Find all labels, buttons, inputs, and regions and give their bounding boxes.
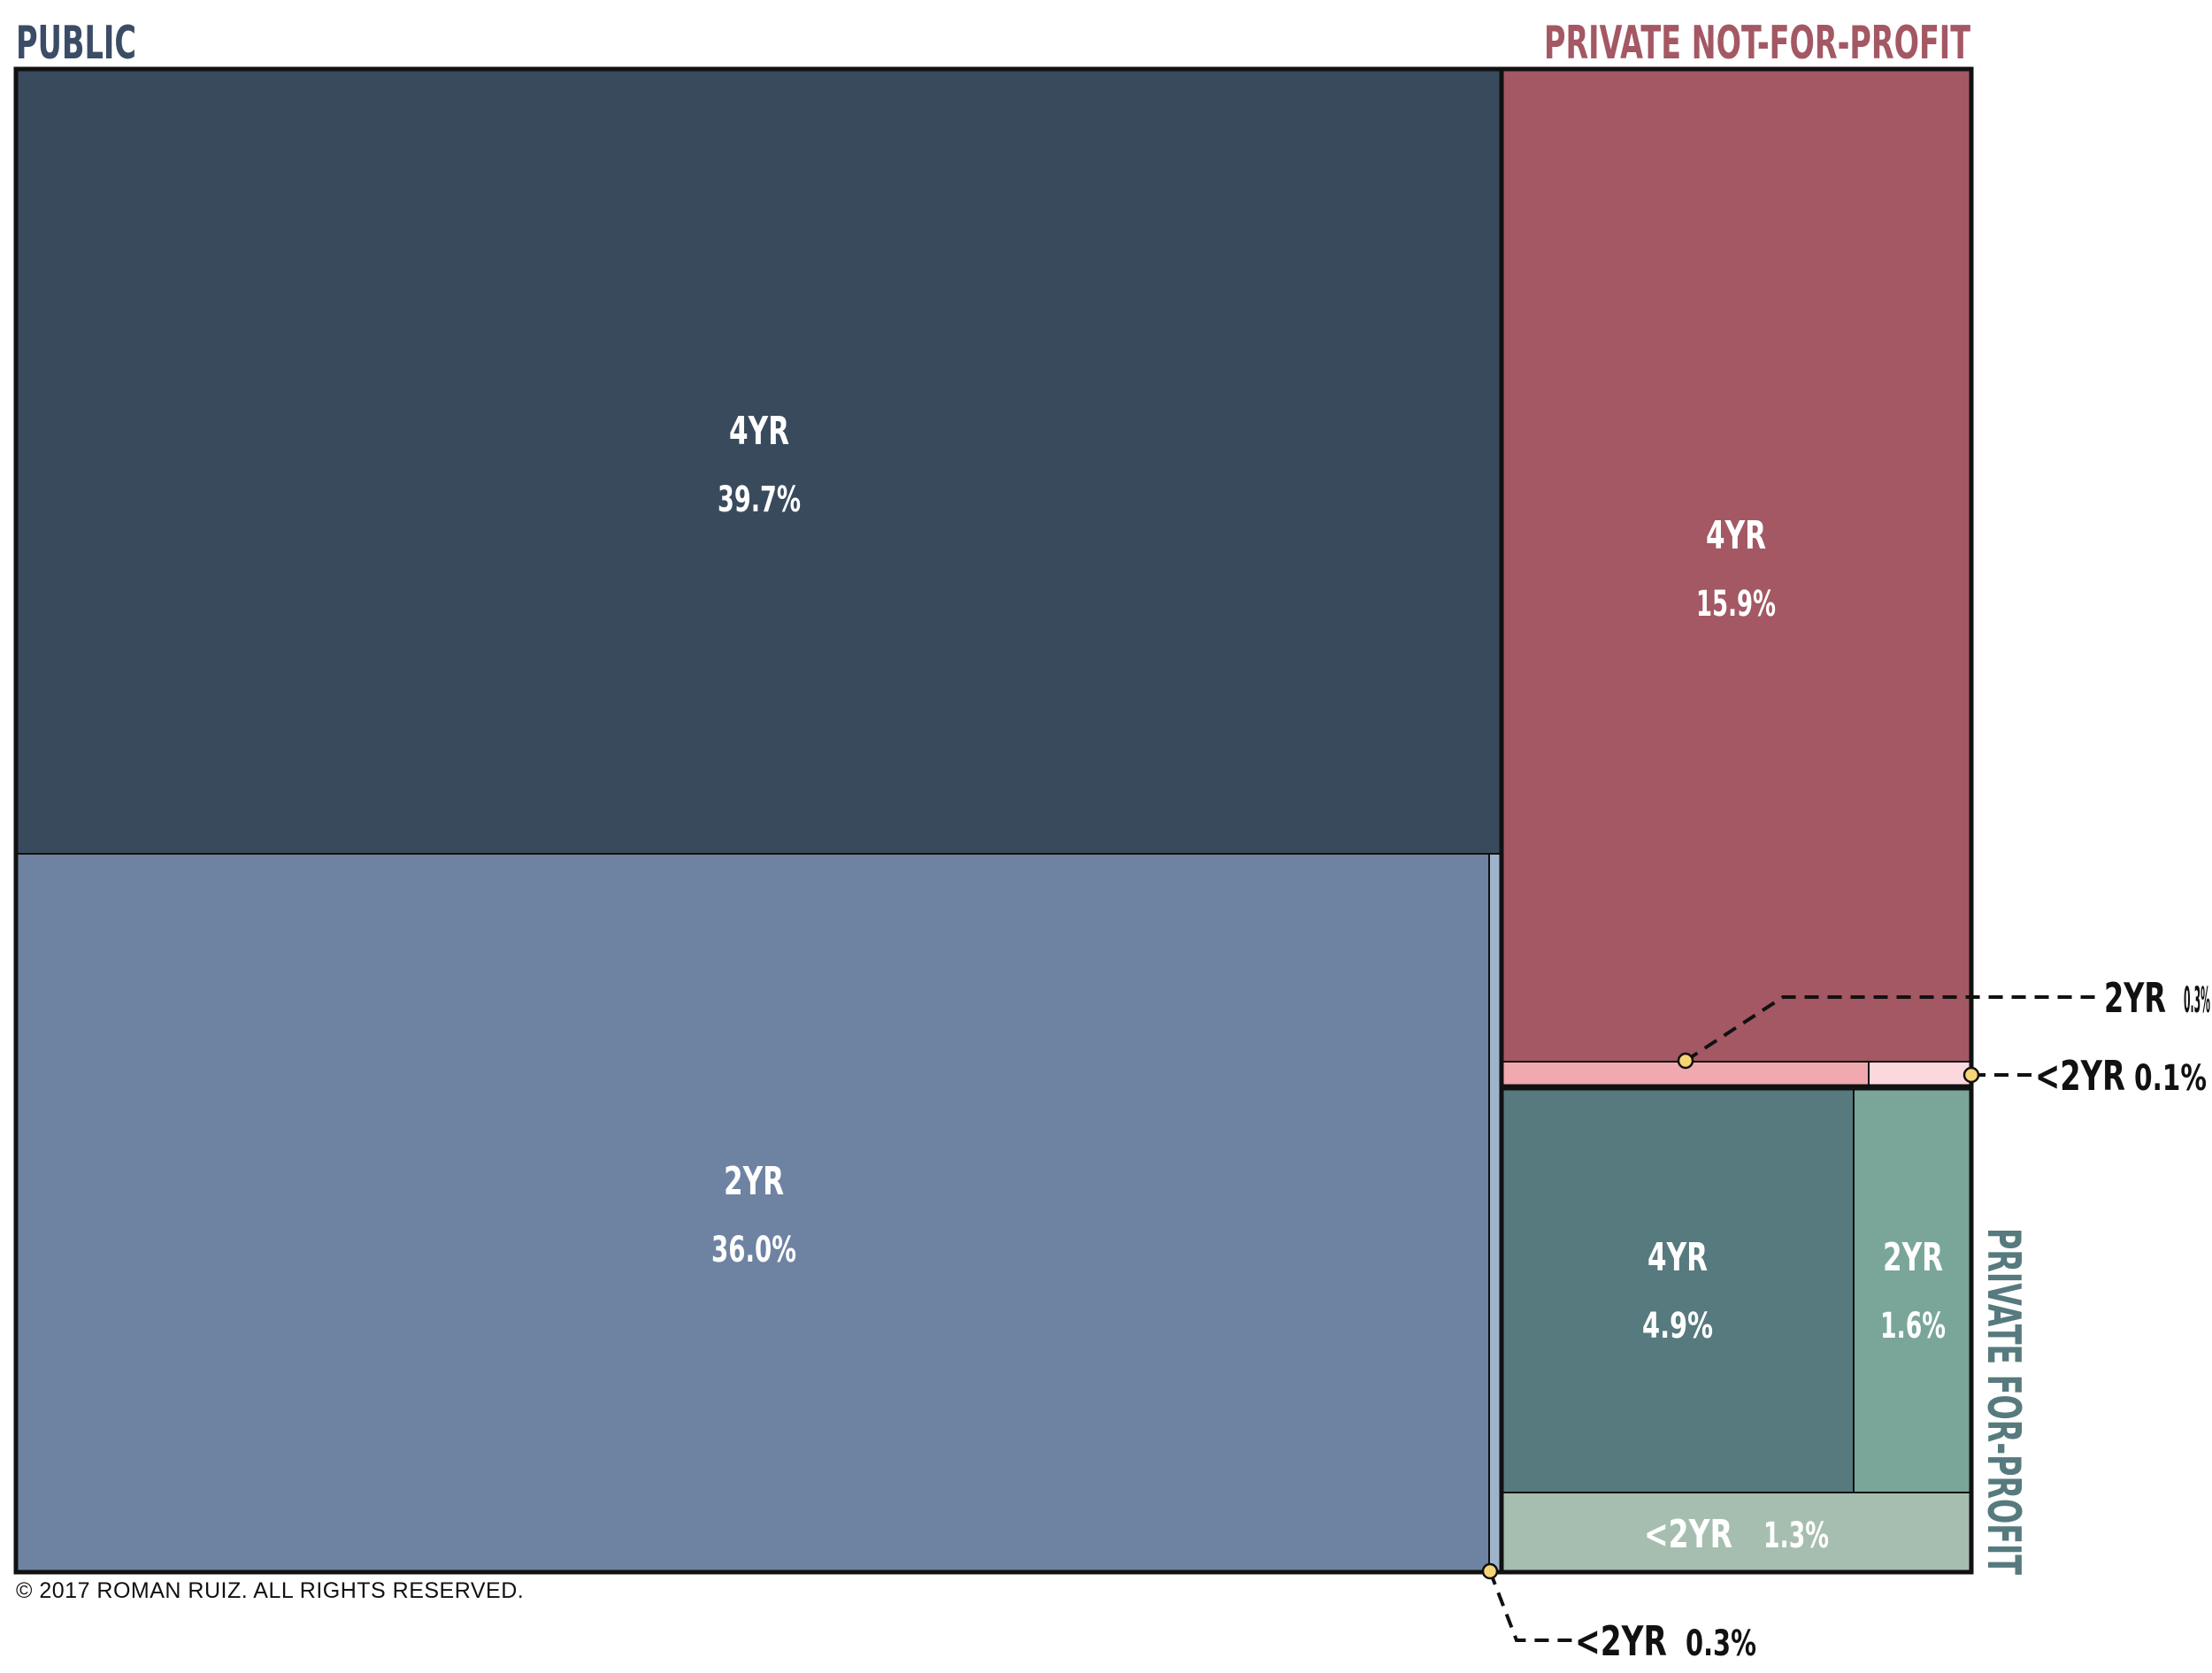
- segment-private-nfp-lt2yr[interactable]: [1868, 1061, 1972, 1087]
- label-private-fp-4yr: 4YR: [1647, 1235, 1708, 1280]
- segment-public-2yr[interactable]: [15, 853, 1490, 1573]
- callout-line-public-lt2yr: [1488, 1570, 1575, 1642]
- group-title-public: PUBLIC: [16, 17, 136, 70]
- callout-line-private-nfp-2yr: [1684, 995, 2101, 1063]
- segment-private-nfp-4yr[interactable]: [1501, 68, 1972, 1063]
- percent-public-4yr: 39.7%: [718, 480, 801, 520]
- callout-marker-private-nfp-2yr: [1677, 1052, 1694, 1070]
- percent-public-2yr: 36.0%: [711, 1230, 796, 1270]
- label-public-4yr: 4YR: [729, 409, 789, 454]
- segment-private-fp-4yr[interactable]: [1501, 1087, 1855, 1493]
- callout-label-public-lt2yr: <2YR: [1575, 1617, 1667, 1665]
- group-title-private-not-for-profit: PRIVATE NOT-FOR-PROFIT: [1544, 17, 1970, 70]
- segment-public-4yr[interactable]: [15, 68, 1502, 855]
- group-title-private-for-profit: PRIVATE FOR-PROFIT: [1977, 1228, 2030, 1575]
- percent-private-nfp-4yr: 15.9%: [1696, 584, 1776, 625]
- callout-percent-private-nfp-lt2yr: 0.1%: [2134, 1058, 2207, 1099]
- callout-label-private-nfp-2yr: 2YR: [2104, 974, 2166, 1022]
- copyright-notice: © 2017 ROMAN RUIZ. ALL RIGHTS RESERVED.: [16, 1578, 525, 1603]
- label-private-fp-lt2yr: <2YR: [1644, 1512, 1732, 1557]
- label-private-nfp-4yr: 4YR: [1706, 513, 1766, 558]
- callout-label-private-nfp-lt2yr: <2YR: [2035, 1052, 2125, 1100]
- label-private-fp-2yr: 2YR: [1883, 1235, 1943, 1280]
- percent-private-fp-lt2yr: 1.3%: [1763, 1516, 1829, 1556]
- label-public-2yr: 2YR: [724, 1159, 784, 1204]
- callout-percent-public-lt2yr: 0.3%: [1686, 1623, 1756, 1664]
- callout-marker-private-nfp-lt2yr: [1962, 1066, 1980, 1084]
- group-outline-private-fp: [1499, 1086, 1974, 1575]
- callout-percent-private-nfp-2yr: 0.3%: [2184, 980, 2210, 1021]
- segment-private-fp-2yr[interactable]: [1853, 1087, 1972, 1493]
- callout-marker-public-lt2yr: [1481, 1562, 1499, 1580]
- segment-private-fp-lt2yr[interactable]: [1501, 1492, 1972, 1573]
- percent-private-fp-2yr: 1.6%: [1880, 1306, 1946, 1347]
- percent-private-fp-4yr: 4.9%: [1642, 1306, 1713, 1347]
